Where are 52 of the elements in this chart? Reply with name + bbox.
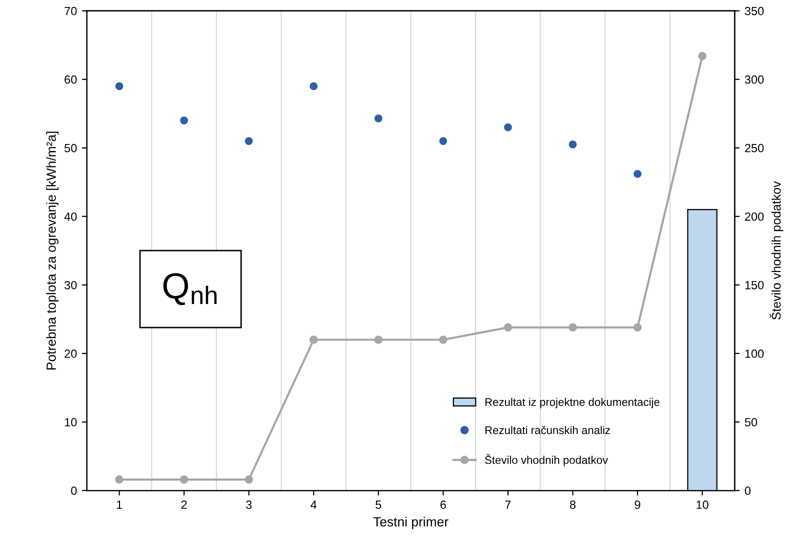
point xyxy=(180,116,188,124)
point xyxy=(504,123,512,132)
y-tick-label: 20 xyxy=(64,349,77,358)
point xyxy=(439,336,448,344)
y-axis-title: Potrebna toplota za ogrevanje [kWh/m²a] xyxy=(46,132,58,370)
point xyxy=(634,170,642,178)
point xyxy=(504,323,512,332)
point xyxy=(568,140,577,148)
y-tick-label: 60 xyxy=(64,75,77,84)
y2-tick-label: 50 xyxy=(744,418,758,426)
y-tick-label: 10 xyxy=(64,418,77,426)
point xyxy=(244,137,253,145)
point xyxy=(310,82,318,90)
x-tick-label: 5 xyxy=(376,500,382,509)
y2-tick-label: 250 xyxy=(745,144,764,152)
x-tick-label: 7 xyxy=(505,500,511,509)
x-tick-label: 8 xyxy=(570,500,576,509)
x-axis-title: Testni primer xyxy=(373,516,448,530)
x-tick-label: 6 xyxy=(440,500,446,509)
annotation: Q$_{nh}$ xyxy=(163,273,217,306)
point xyxy=(633,323,642,332)
y-tick-label: 50 xyxy=(64,144,77,152)
point xyxy=(309,336,318,344)
y2-tick-label: 150 xyxy=(745,280,764,290)
y-tick-label: 0 xyxy=(71,486,77,495)
legend-label: Rezultati računskih analiz xyxy=(485,426,610,434)
y2-tick-label: 200 xyxy=(745,212,764,221)
y2-tick-label: 300 xyxy=(744,75,764,84)
point xyxy=(439,137,448,145)
point xyxy=(568,323,577,332)
point xyxy=(244,475,254,484)
y2-tick-label: 100 xyxy=(745,349,764,358)
x-tick-label: 10 xyxy=(696,500,708,509)
x-tick-label: 2 xyxy=(181,500,187,509)
x-tick-label: 3 xyxy=(246,500,252,509)
point xyxy=(374,336,383,344)
x-tick-label: 4 xyxy=(310,500,317,509)
point xyxy=(698,52,706,60)
y2-axis-title: Število vhodnih podatkov xyxy=(770,181,784,320)
legend-label: Število vhodnih podatkov xyxy=(485,454,608,466)
y2-tick-label: 0 xyxy=(744,486,751,495)
y-tick-label: 70 xyxy=(64,6,77,16)
y2-tick-label: 350 xyxy=(744,6,764,16)
x-tick-label: 1 xyxy=(116,500,122,509)
point xyxy=(115,475,124,484)
legend-label: Rezultat iz projektne dokumentacije xyxy=(485,398,660,408)
point xyxy=(115,82,124,90)
point xyxy=(374,114,382,122)
x-tick-label: 9 xyxy=(634,500,640,509)
point xyxy=(180,475,188,484)
y-tick-label: 40 xyxy=(64,212,77,221)
y-tick-label: 30 xyxy=(64,280,77,290)
